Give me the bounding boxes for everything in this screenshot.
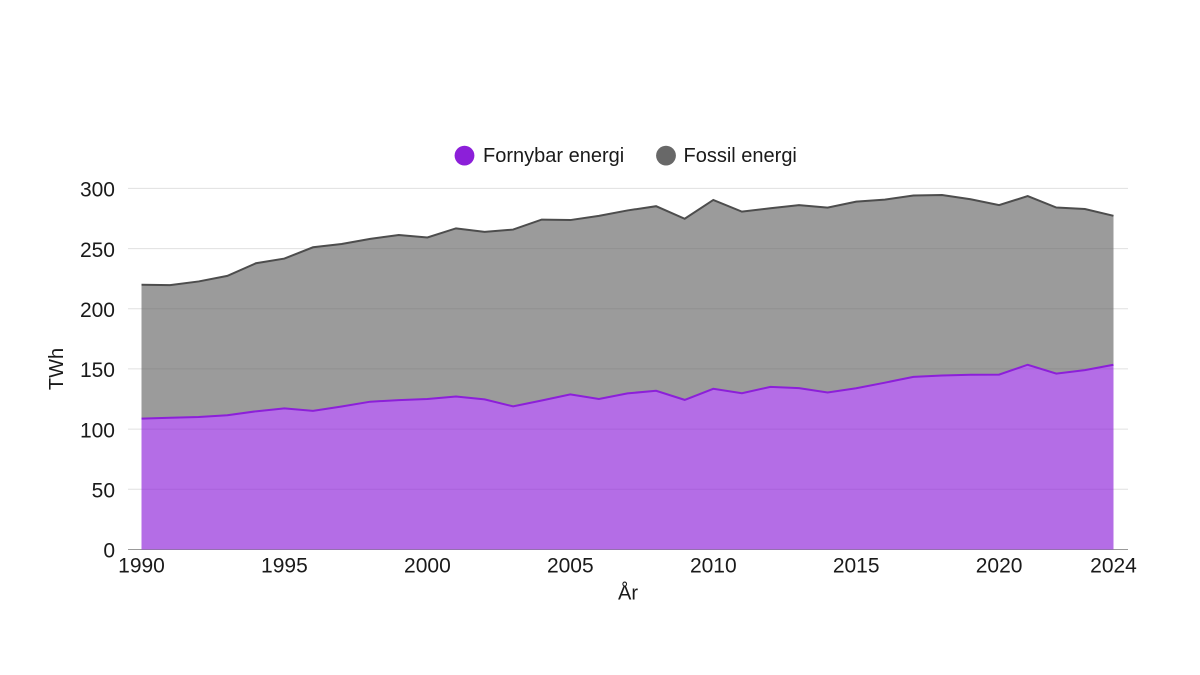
svg-text:50: 50 (92, 480, 115, 503)
svg-text:1995: 1995 (261, 554, 308, 577)
svg-text:250: 250 (80, 239, 115, 262)
svg-text:2024: 2024 (1090, 554, 1137, 577)
svg-text:100: 100 (80, 419, 115, 442)
svg-text:TWh: TWh (46, 348, 68, 390)
svg-text:2005: 2005 (547, 554, 594, 577)
svg-text:År: År (618, 582, 638, 605)
svg-text:Fornybar energi: Fornybar energi (483, 145, 624, 167)
svg-text:150: 150 (80, 359, 115, 382)
svg-text:Fossil energi: Fossil energi (684, 145, 797, 167)
svg-text:2020: 2020 (976, 554, 1023, 577)
svg-text:0: 0 (103, 540, 115, 563)
svg-text:2015: 2015 (833, 554, 880, 577)
svg-text:300: 300 (80, 179, 115, 202)
svg-text:2010: 2010 (690, 554, 737, 577)
svg-text:1990: 1990 (118, 554, 165, 577)
svg-text:200: 200 (80, 299, 115, 322)
svg-text:2000: 2000 (404, 554, 451, 577)
